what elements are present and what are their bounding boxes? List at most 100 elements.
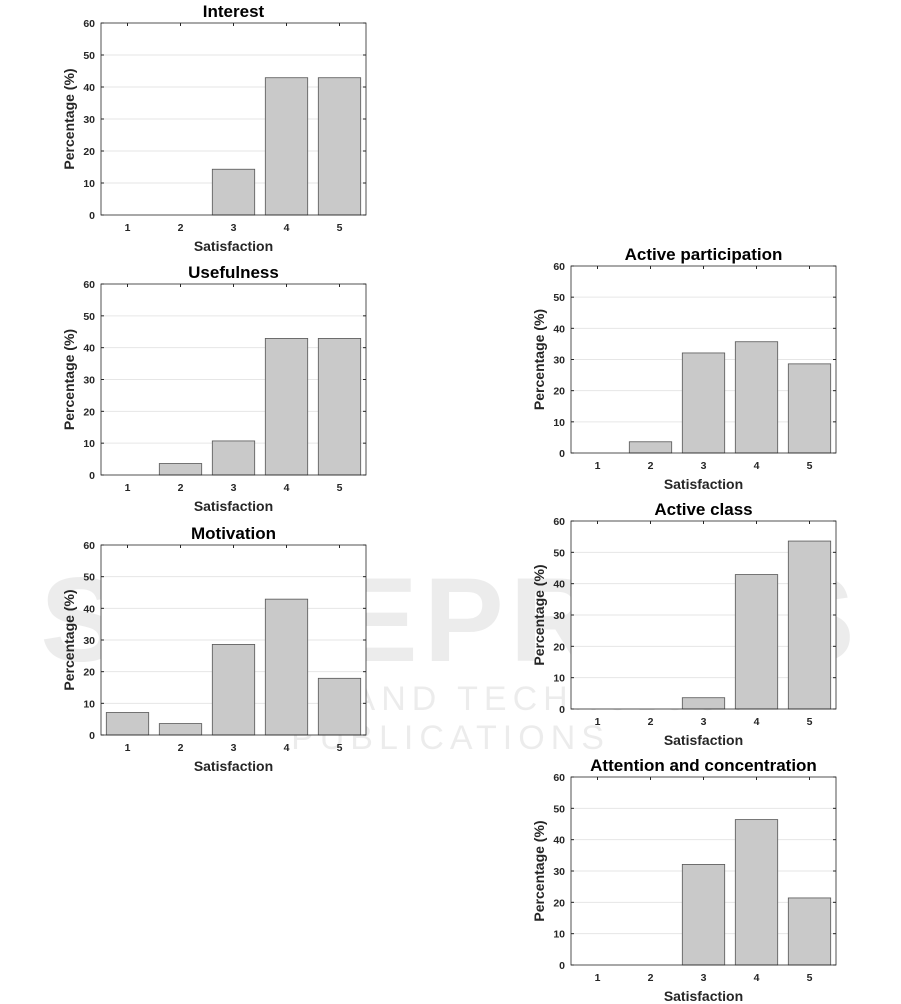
bar bbox=[734, 819, 779, 966]
x-tick-label: 5 bbox=[337, 222, 343, 234]
y-tick-label: 60 bbox=[83, 540, 95, 552]
y-axis-label: Percentage (%) bbox=[61, 68, 77, 169]
y-axis-label: Percentage (%) bbox=[61, 589, 77, 690]
bar bbox=[211, 440, 256, 476]
bar bbox=[681, 864, 726, 966]
bar bbox=[681, 697, 726, 710]
bar bbox=[734, 341, 779, 454]
y-tick-label: 10 bbox=[553, 673, 565, 685]
x-tick-label: 2 bbox=[648, 716, 654, 728]
x-axis-label: Satisfaction bbox=[664, 476, 743, 492]
x-tick-label: 3 bbox=[231, 222, 237, 234]
chart-usefulness: 0 10 20 30 40 50 60 1 2 3 4 5 Usefulness Satisfaction… bbox=[61, 263, 367, 514]
y-tick-label: 20 bbox=[83, 667, 95, 679]
bar bbox=[787, 363, 832, 454]
y-tick-label: 60 bbox=[83, 18, 95, 30]
x-tick-label: 1 bbox=[595, 716, 601, 728]
y-axis-label: Percentage (%) bbox=[531, 309, 547, 410]
y-tick-label: 40 bbox=[553, 323, 565, 335]
axes-box bbox=[570, 520, 837, 710]
x-tick-label: 3 bbox=[231, 742, 237, 754]
x-tick-label: 3 bbox=[231, 482, 237, 494]
chart-interest: 0 10 20 30 40 50 60 1 2 3 4 5 Interest Satisfaction Pe… bbox=[61, 2, 367, 254]
x-tick-label: 2 bbox=[178, 482, 184, 494]
x-tick-label: 1 bbox=[125, 222, 131, 234]
bar bbox=[317, 677, 362, 736]
x-tick-label: 1 bbox=[125, 482, 131, 494]
x-tick-label: 4 bbox=[284, 222, 290, 234]
y-tick-label: 10 bbox=[83, 178, 95, 190]
y-tick-label: 0 bbox=[559, 960, 565, 972]
y-tick-label: 0 bbox=[559, 448, 565, 460]
y-tick-label: 40 bbox=[553, 579, 565, 591]
y-tick-label: 0 bbox=[559, 704, 565, 716]
bar bbox=[211, 168, 256, 216]
x-tick-label: 3 bbox=[701, 460, 707, 472]
bar bbox=[787, 540, 832, 710]
x-tick-label: 4 bbox=[284, 742, 290, 754]
y-tick-label: 0 bbox=[89, 730, 95, 742]
y-tick-label: 30 bbox=[553, 355, 565, 367]
chart-motivation: 0 10 20 30 40 50 60 1 2 3 4 5 Motivation Satisfaction… bbox=[61, 524, 367, 774]
bar bbox=[317, 338, 362, 476]
bar bbox=[105, 712, 150, 736]
chart-title: Interest bbox=[203, 2, 265, 21]
y-tick-label: 20 bbox=[83, 146, 95, 158]
y-tick-label: 40 bbox=[83, 82, 95, 94]
bar bbox=[317, 77, 362, 216]
x-tick-label: 2 bbox=[648, 460, 654, 472]
y-tick-label: 20 bbox=[83, 406, 95, 418]
y-tick-label: 50 bbox=[83, 572, 95, 584]
chart-title: Active class bbox=[654, 500, 752, 519]
x-tick-label: 5 bbox=[337, 742, 343, 754]
axes-box bbox=[570, 265, 837, 454]
x-axis-label: Satisfaction bbox=[194, 238, 273, 254]
x-tick-label: 1 bbox=[595, 972, 601, 984]
y-tick-label: 50 bbox=[83, 311, 95, 323]
y-tick-label: 40 bbox=[83, 343, 95, 355]
y-tick-label: 50 bbox=[553, 803, 565, 815]
y-axis-label: Percentage (%) bbox=[531, 820, 547, 921]
bar bbox=[158, 463, 203, 476]
chart-title: Active participation bbox=[625, 245, 783, 264]
x-tick-label: 4 bbox=[754, 460, 760, 472]
x-tick-label: 3 bbox=[701, 716, 707, 728]
x-tick-label: 3 bbox=[701, 972, 707, 984]
x-axis-label: Satisfaction bbox=[194, 498, 273, 514]
bar bbox=[158, 723, 203, 736]
y-axis-label: Percentage (%) bbox=[61, 329, 77, 430]
chart-title: Attention and concentration bbox=[590, 756, 817, 775]
x-tick-label: 1 bbox=[595, 460, 601, 472]
x-tick-label: 4 bbox=[284, 482, 290, 494]
chart-title: Usefulness bbox=[188, 263, 279, 282]
chart-title: Motivation bbox=[191, 524, 276, 543]
axes-box bbox=[570, 776, 837, 966]
bar bbox=[628, 441, 673, 454]
bar bbox=[734, 574, 779, 710]
y-tick-label: 20 bbox=[553, 641, 565, 653]
y-tick-label: 30 bbox=[83, 114, 95, 126]
bar bbox=[264, 598, 309, 736]
x-tick-label: 2 bbox=[648, 972, 654, 984]
y-tick-label: 30 bbox=[83, 635, 95, 647]
axes-box bbox=[100, 283, 367, 476]
chart-active-participation: 0 10 20 30 40 50 60 1 2 3 4 5 Active participation Sa… bbox=[531, 245, 837, 492]
y-tick-label: 60 bbox=[553, 261, 565, 273]
y-tick-label: 60 bbox=[83, 279, 95, 291]
y-tick-label: 20 bbox=[553, 897, 565, 909]
x-tick-label: 1 bbox=[125, 742, 131, 754]
x-axis-label: Satisfaction bbox=[664, 988, 743, 1004]
axes-box bbox=[100, 544, 367, 736]
y-tick-label: 10 bbox=[553, 929, 565, 941]
x-tick-label: 5 bbox=[807, 972, 813, 984]
y-tick-label: 30 bbox=[83, 375, 95, 387]
y-tick-label: 30 bbox=[553, 866, 565, 878]
x-tick-label: 4 bbox=[754, 716, 760, 728]
x-tick-label: 5 bbox=[807, 460, 813, 472]
y-tick-label: 60 bbox=[553, 772, 565, 784]
bar bbox=[211, 644, 256, 736]
x-tick-label: 5 bbox=[337, 482, 343, 494]
y-tick-label: 10 bbox=[553, 417, 565, 429]
y-tick-label: 50 bbox=[553, 292, 565, 304]
